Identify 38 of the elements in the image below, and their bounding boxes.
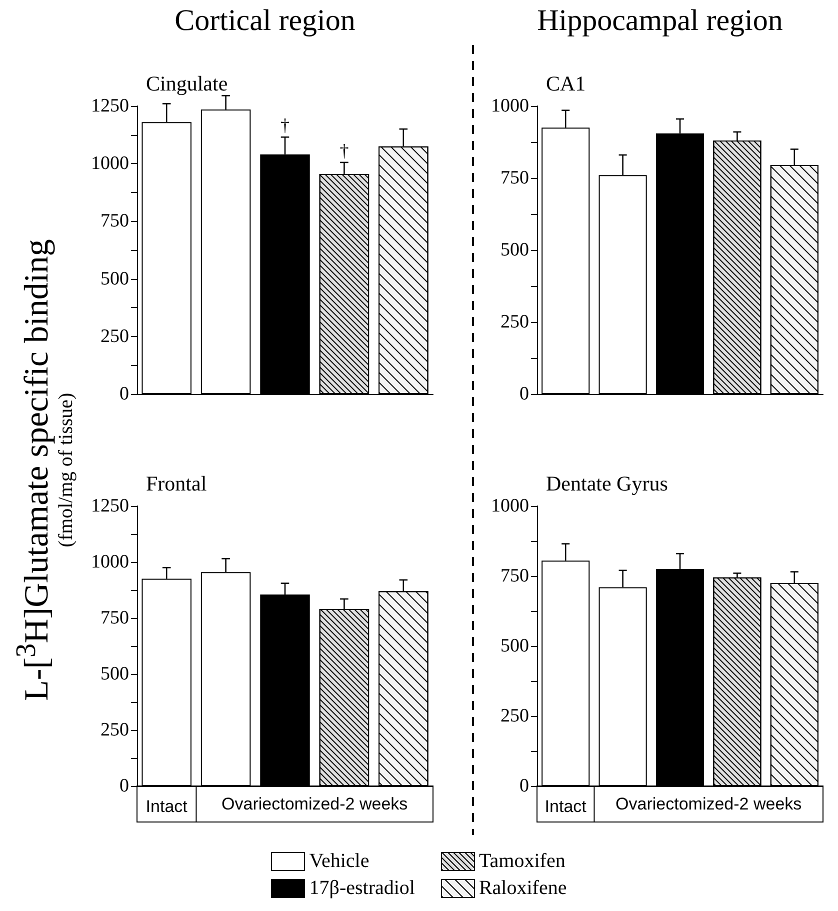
y-tick-label: 750 (100, 608, 129, 628)
y-tick-label: 250 (100, 326, 129, 347)
y-tick-label: 250 (100, 720, 129, 740)
y-tick-label: 0 (120, 384, 129, 404)
y-tick-label: 500 (500, 636, 529, 656)
y-tick-label: 1000 (491, 96, 529, 116)
y-tick-label: 500 (100, 664, 129, 684)
chart-title: Cortical region (174, 4, 356, 38)
chart-subtitle: Dentate Gyrus (546, 472, 668, 496)
x-tick-label: Intact (544, 797, 587, 816)
legend-label: 17β-estradiol (309, 877, 415, 900)
y-tick-label: 1250 (91, 96, 129, 116)
data-label: † (280, 115, 290, 136)
y-tick-label: 750 (500, 566, 529, 586)
y-tick-label: 500 (100, 268, 129, 290)
legend-label: Tamoxifen (478, 850, 566, 873)
legend-label: Raloxifene (478, 877, 567, 900)
y-tick-label: 1000 (91, 153, 129, 174)
text: Ovariectomized-2 weeks (222, 794, 408, 814)
chart-subtitle: Cingulate (146, 72, 228, 96)
y-tick-label: 1250 (91, 496, 129, 516)
y-tick-label: 250 (500, 706, 529, 726)
y-tick-label: 1000 (91, 552, 129, 572)
x-tick-label: Intact (146, 797, 188, 816)
y-tick-label: 1000 (491, 496, 529, 516)
chart-subtitle: CA1 (546, 72, 586, 96)
text: Ovariectomized-2 weeks (616, 794, 802, 814)
chart-title: Hippocampal region (536, 4, 784, 38)
y-tick-label: 500 (500, 240, 529, 260)
y-tick-label: 0 (520, 384, 529, 404)
legend-label: Vehicle (309, 850, 370, 873)
data-label: † (340, 140, 349, 160)
chart-subtitle: Frontal (146, 472, 207, 496)
y-tick-label: 0 (120, 776, 129, 796)
y-tick-label: 250 (500, 312, 529, 332)
y-tick-label: 0 (520, 776, 529, 796)
y-tick-label: 750 (100, 210, 129, 232)
y-tick-label: 750 (500, 168, 529, 188)
